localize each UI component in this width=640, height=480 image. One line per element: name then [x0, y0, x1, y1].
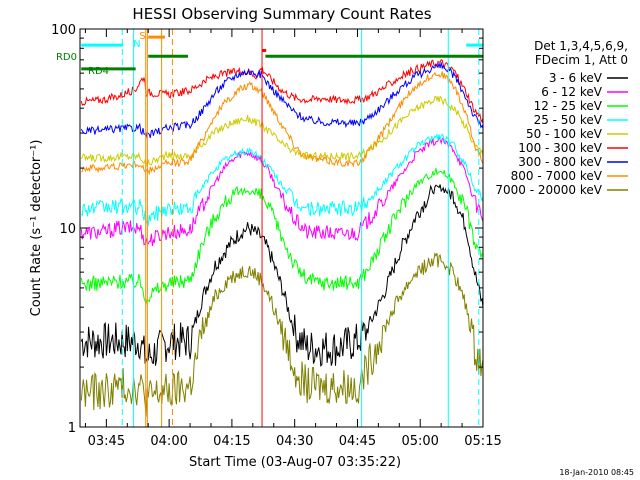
axis-ticks: 03:45 04:00 04:15 04:30 04:45 05:00 05:15 1 10 10… [51, 23, 502, 449]
x-tick-label-2: 04:15 [213, 434, 250, 449]
series-line-50-100-kev [80, 95, 484, 167]
series-line-300-800-kev [80, 62, 484, 139]
legend: Det 1,3,4,5,6,9, FDecim 1, Att 0 3 - 6 k… [495, 39, 628, 197]
x-tick-label-0: 03:45 [88, 434, 125, 449]
footer-date: 18-Jan-2010 08:45 [559, 468, 634, 477]
series-line-25-50-kev [80, 132, 484, 227]
legend-label-800-7000-kev: 800 - 7000 keV [511, 169, 603, 183]
x-tick-label-6: 05:15 [464, 434, 501, 449]
series-line-7000-20000-kev [80, 252, 484, 417]
series-line-800-7000-kev [81, 71, 484, 176]
chart-title: HESSI Observing Summary Count Rates [132, 5, 431, 23]
flag-label-rd4: RD4 [88, 66, 109, 77]
series-line-6-12-kev [80, 136, 484, 247]
flag-bars: RD0 RD4 NS [56, 31, 483, 77]
legend-header-line-1: Det 1,3,4,5,6,9, [534, 39, 628, 53]
legend-label-3-6-kev: 3 - 6 keV [549, 71, 603, 85]
legend-label-7000-20000-kev: 7000 - 20000 keV [495, 183, 602, 197]
series-line-100-300-kev [80, 58, 484, 124]
flag-label-n: N [133, 39, 140, 50]
x-tick-label-1: 04:00 [150, 434, 187, 449]
x-tick-label-4: 04:45 [339, 434, 376, 449]
legend-label-12-25-kev: 12 - 25 keV [534, 99, 603, 113]
series-line-12-25-kev [80, 168, 484, 306]
legend-label-25-50-kev: 25 - 50 keV [534, 113, 603, 127]
flag-label-s: S [139, 31, 145, 42]
legend-label-6-12-kev: 6 - 12 keV [541, 85, 603, 99]
x-tick-label-3: 04:30 [276, 434, 313, 449]
vertical-markers [121, 29, 480, 427]
y-tick-label-2: 100 [51, 23, 76, 38]
y-tick-label-0: 1 [68, 421, 76, 436]
legend-label-100-300-kev: 100 - 300 keV [518, 141, 602, 155]
legend-label-300-800-kev: 300 - 800 keV [518, 155, 602, 169]
flag-label-rd0: RD0 [56, 52, 77, 63]
y-tick-label-1: 10 [59, 222, 76, 237]
series-line-3-6-kev [80, 184, 484, 368]
x-tick-label-5: 05:00 [401, 434, 438, 449]
series-traces [80, 58, 484, 417]
x-axis-label: Start Time (03-Aug-07 03:35:22) [189, 455, 401, 470]
legend-label-50-100-kev: 50 - 100 keV [526, 127, 603, 141]
legend-header-line-2: FDecim 1, Att 0 [535, 53, 628, 67]
y-axis-label: Count Rate (s⁻¹ detector⁻¹) [29, 140, 44, 317]
